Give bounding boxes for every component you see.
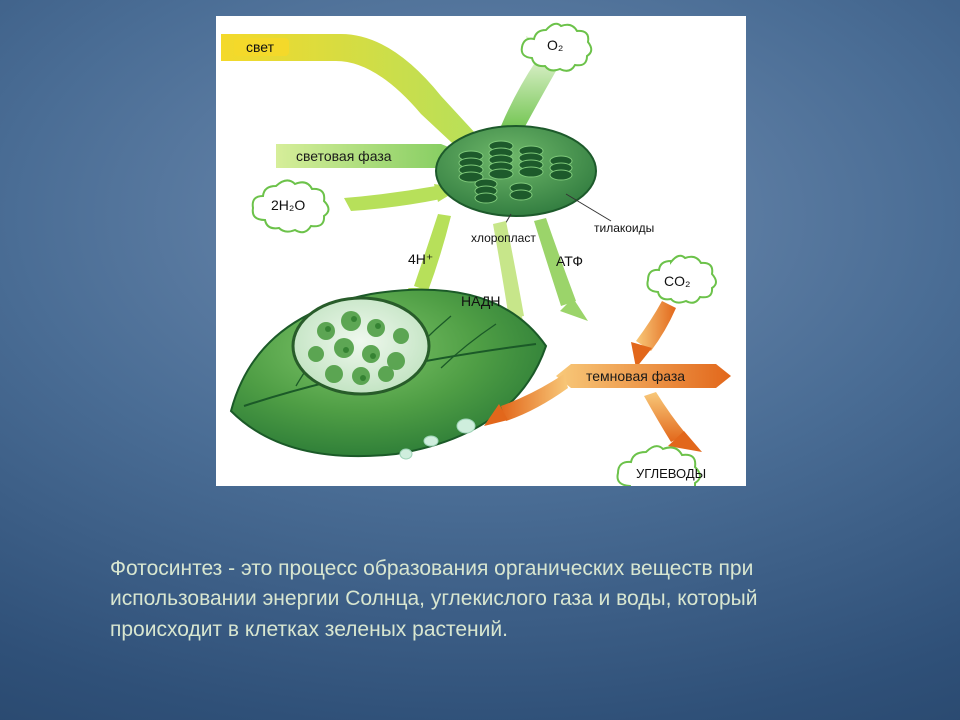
atp-label: АТФ	[556, 253, 583, 269]
carbs-arrow	[644, 392, 702, 452]
h4-label: 4H⁺	[408, 251, 433, 267]
chloroplast-label: хлоропласт	[471, 231, 536, 245]
photosynthesis-diagram: свет O₂ световая фаза 2H₂O хлоропласт ти…	[216, 16, 746, 486]
chloroplast	[436, 126, 596, 216]
h2o-arrow	[344, 186, 441, 211]
slide: свет O₂ световая фаза 2H₂O хлоропласт ти…	[0, 0, 960, 720]
leaf	[231, 290, 546, 459]
dark-phase-label: темновая фаза	[586, 368, 685, 384]
o2-label: O₂	[547, 37, 563, 53]
caption-text: Фотосинтез - это процесс образования орг…	[110, 554, 850, 645]
thylakoids-label: тилакоиды	[594, 221, 654, 235]
nadh-label: НАДН	[461, 293, 501, 309]
co2-arrow	[631, 301, 676, 368]
light-phase-label: световая фаза	[296, 148, 392, 164]
diagram-svg: свет O₂ световая фаза 2H₂O хлоропласт ти…	[216, 16, 746, 486]
co2-label: CO₂	[664, 273, 690, 289]
h2o-label: 2H₂O	[271, 197, 305, 213]
atp-arrow	[534, 218, 588, 321]
carbs-label: УГЛЕВОДЫ	[636, 466, 706, 481]
light-label: свет	[246, 39, 275, 55]
